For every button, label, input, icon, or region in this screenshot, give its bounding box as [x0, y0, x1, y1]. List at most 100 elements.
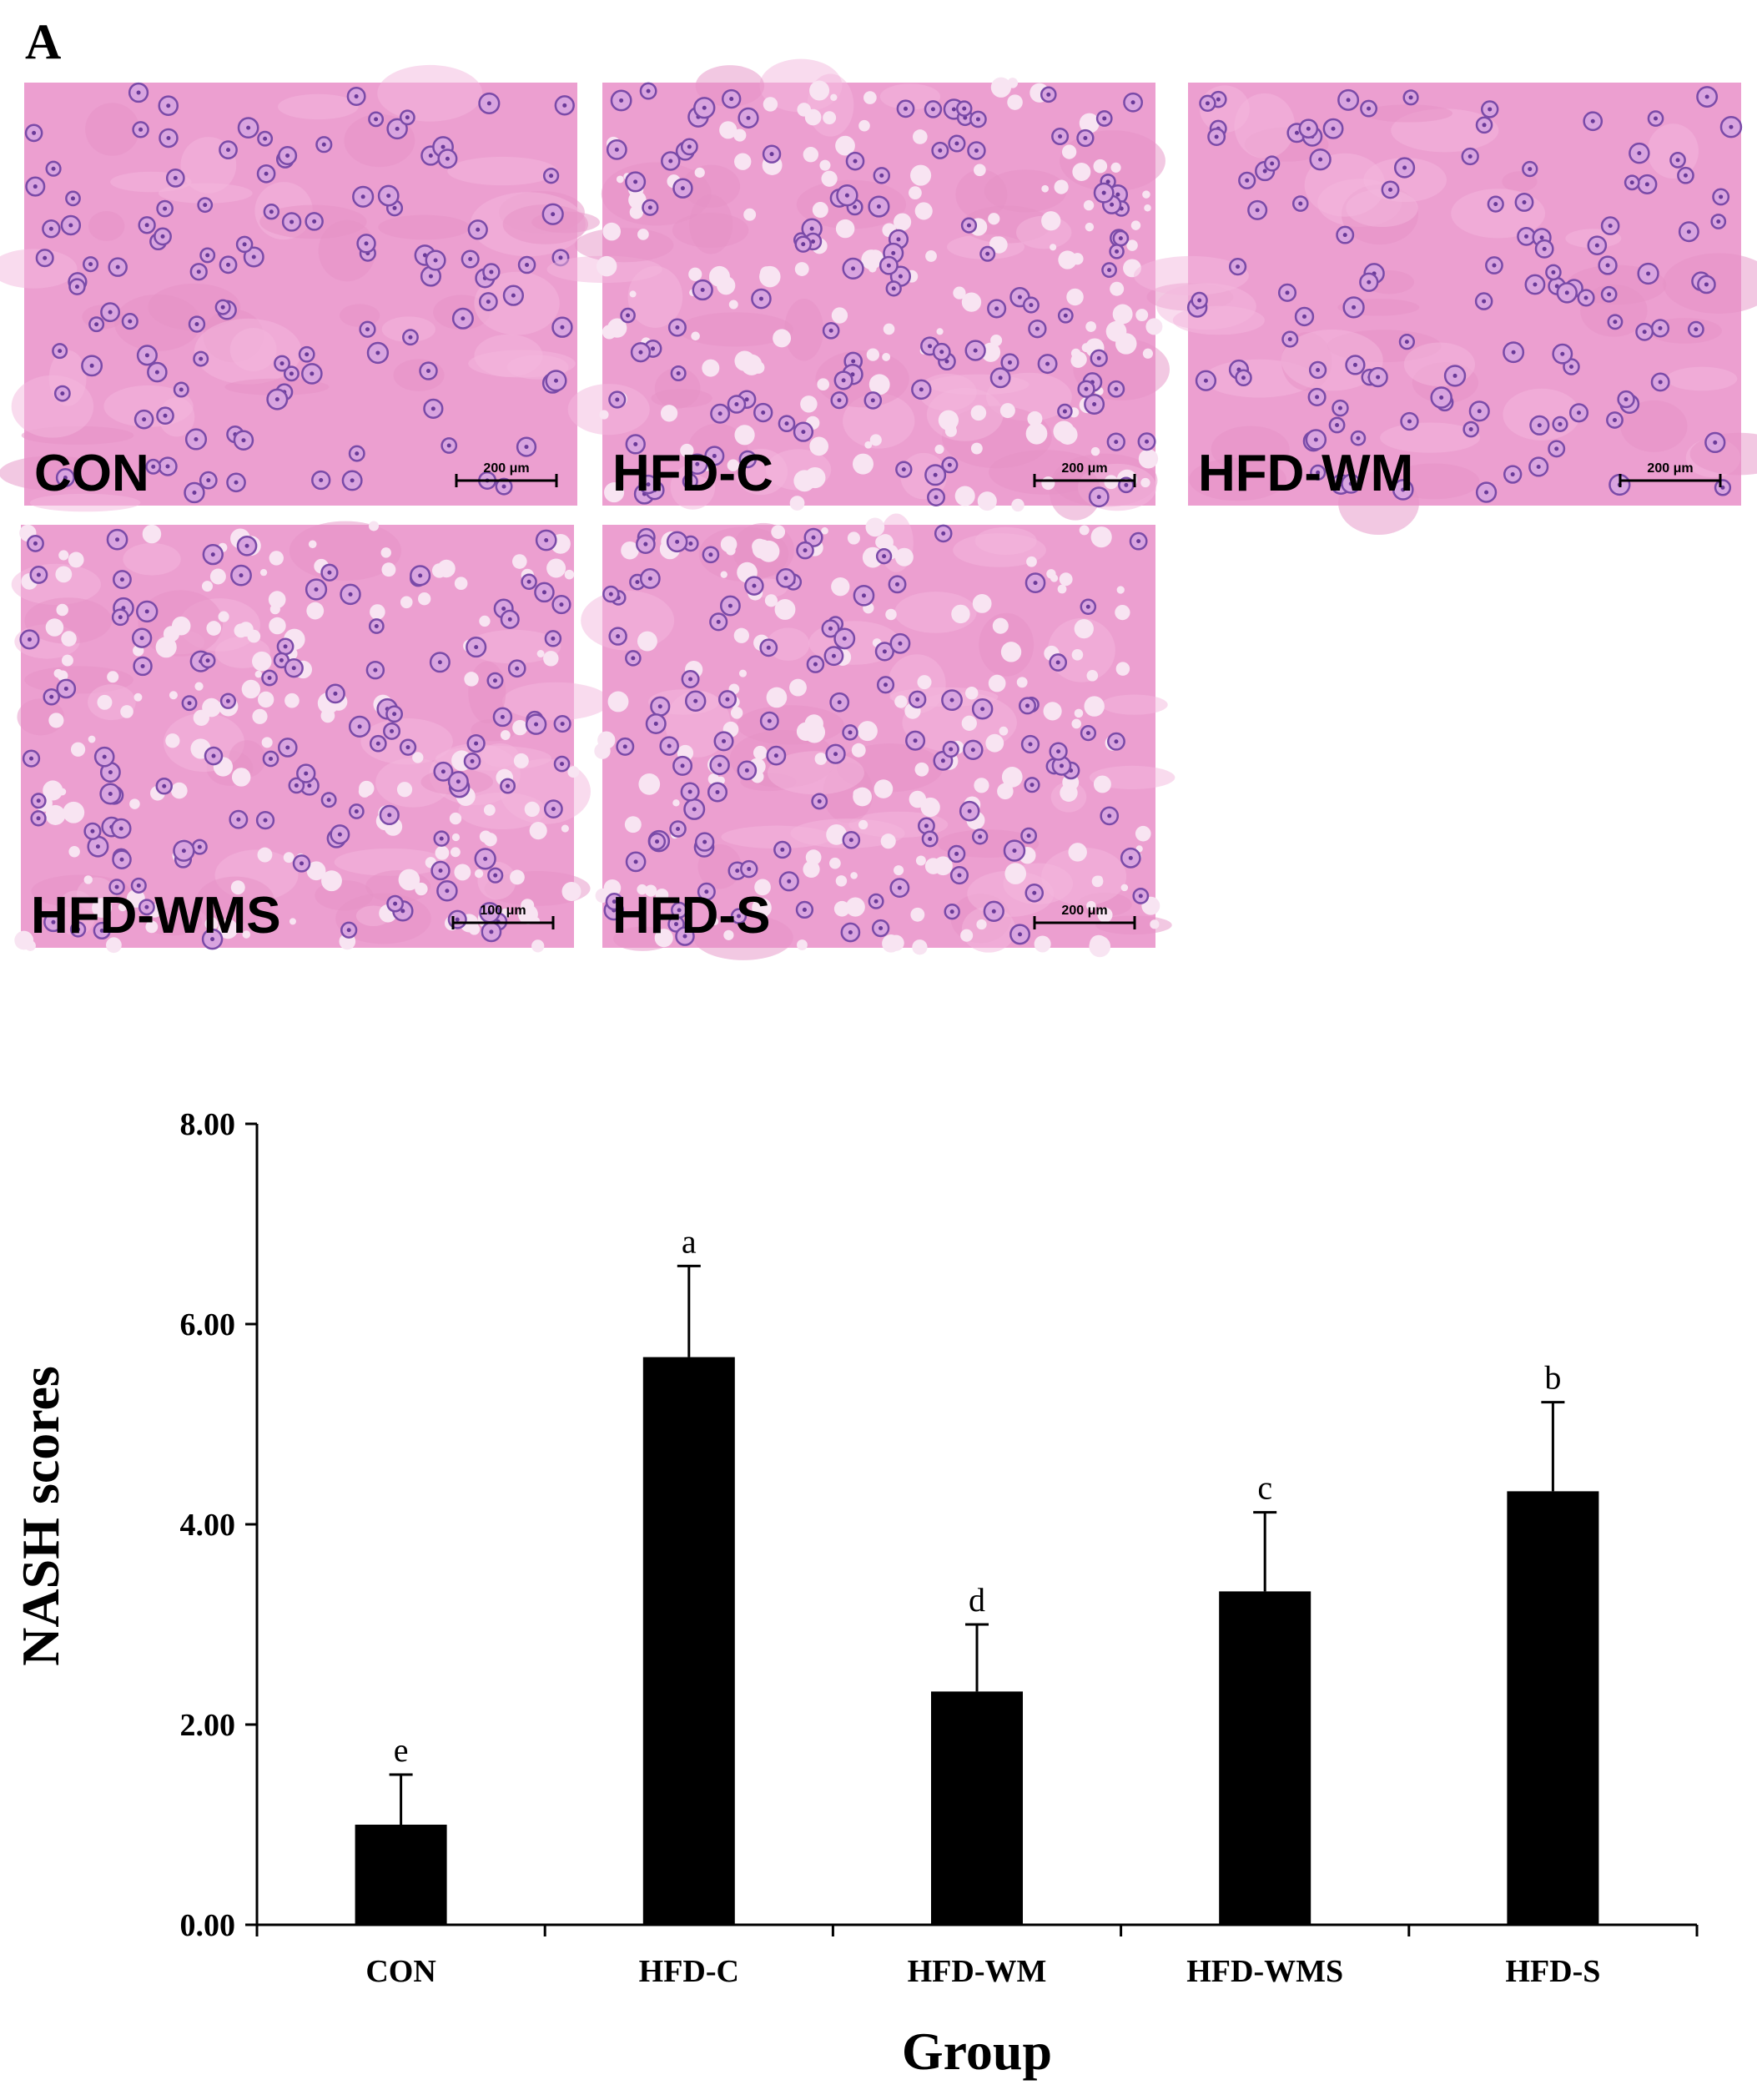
nucleolus	[1536, 464, 1541, 469]
nucleolus	[767, 718, 772, 723]
lipid-droplet	[821, 526, 828, 535]
nucleolus	[279, 657, 284, 662]
lipid-droplet	[1016, 677, 1028, 688]
lipid-droplet	[1079, 525, 1090, 536]
lipid-droplet	[536, 650, 545, 657]
nucleolus	[263, 136, 268, 141]
lipid-droplet	[241, 679, 261, 699]
lipid-droplet	[1142, 348, 1154, 359]
nucleolus	[1352, 305, 1357, 310]
nucleolus	[327, 570, 332, 575]
lipid-droplet	[909, 186, 922, 200]
bar	[355, 1825, 447, 1925]
nucleolus	[507, 617, 512, 622]
nucleolus	[285, 745, 290, 750]
nucleolus	[882, 649, 887, 654]
nucleolus	[704, 889, 709, 894]
nucleolus	[882, 554, 887, 559]
nucleolus	[1542, 246, 1547, 251]
tissue-texture	[961, 906, 1016, 953]
lipid-droplet	[1059, 572, 1073, 587]
lipid-droplet	[521, 899, 535, 913]
tissue-texture	[56, 890, 96, 936]
lipid-droplet	[247, 629, 261, 643]
nucleolus	[426, 369, 431, 374]
lipid-droplet	[607, 691, 629, 713]
y-axis-title: NASH scores	[11, 1366, 70, 1666]
lipid-droplet	[830, 93, 838, 101]
nucleolus	[928, 836, 933, 841]
lipid-droplet	[882, 352, 891, 361]
nucleolus	[879, 173, 884, 178]
tissue-texture	[0, 249, 78, 289]
lipid-droplet	[1025, 422, 1048, 445]
lipid-droplet	[814, 753, 828, 765]
nucleolus	[848, 838, 853, 843]
nucleolus	[1590, 118, 1595, 123]
lipid-droplet	[934, 444, 944, 455]
nucleolus	[1720, 485, 1725, 490]
lipid-droplet	[1116, 586, 1125, 594]
tissue-texture	[677, 312, 793, 347]
tissue-texture	[974, 526, 1037, 556]
nucleolus	[350, 478, 355, 483]
nucleolus	[1646, 271, 1651, 276]
lipid-droplet	[204, 917, 219, 931]
lipid-droplet	[1130, 220, 1141, 230]
nucleolus	[780, 847, 785, 852]
nucleolus	[708, 552, 713, 557]
lipid-droplet	[1061, 144, 1077, 159]
nucleolus	[274, 397, 279, 402]
nucleolus	[144, 223, 149, 228]
lipid-droplet	[970, 442, 983, 455]
nucleolus	[933, 472, 938, 477]
lipid-droplet	[789, 678, 807, 697]
nucleolus	[321, 142, 326, 147]
nucleolus	[633, 859, 638, 864]
nucleolus	[373, 667, 378, 672]
lipid-droplet	[893, 213, 912, 231]
nucleolus	[483, 856, 488, 861]
nucleolus	[1528, 167, 1533, 172]
nucleolus	[716, 619, 721, 624]
nucleolus	[1713, 440, 1718, 445]
nucleolus	[895, 582, 900, 587]
tissue-texture	[123, 542, 181, 576]
nucleolus	[314, 587, 319, 592]
nucleolus	[1007, 360, 1012, 365]
lipid-droplet	[88, 735, 96, 743]
lipid-droplet	[171, 782, 188, 799]
lipid-droplet	[1081, 343, 1091, 353]
nucleolus	[1607, 292, 1612, 297]
nucleolus	[651, 346, 656, 351]
nucleolus	[534, 722, 539, 727]
lipid-droplet	[561, 824, 569, 833]
lipid-droplet	[637, 631, 657, 652]
lipid-droplet	[398, 869, 420, 891]
nucleolus	[307, 783, 312, 788]
nucleolus	[387, 813, 392, 818]
lipid-droplet	[604, 482, 625, 503]
lipid-droplet	[415, 882, 428, 896]
nucleolus	[242, 242, 247, 247]
lipid-droplet	[380, 547, 391, 558]
nucleolus	[734, 401, 739, 406]
tissue-texture	[1363, 104, 1452, 123]
nucleolus	[1096, 495, 1101, 500]
nucleolus	[1554, 446, 1559, 451]
lipid-droplet	[1086, 669, 1099, 682]
nucleolus	[1408, 95, 1413, 100]
nucleolus	[551, 636, 556, 641]
lipid-droplet	[418, 592, 431, 606]
nucleolus	[842, 636, 847, 641]
nucleolus	[1577, 410, 1582, 415]
nucleolus	[1637, 151, 1642, 156]
nucleolus	[1236, 264, 1241, 269]
nucleolus	[1468, 154, 1473, 159]
nucleolus	[526, 579, 531, 584]
nucleolus	[70, 196, 75, 201]
nucleolus	[1270, 161, 1275, 166]
lipid-droplet	[1085, 222, 1095, 232]
lipid-droplet	[435, 845, 450, 860]
